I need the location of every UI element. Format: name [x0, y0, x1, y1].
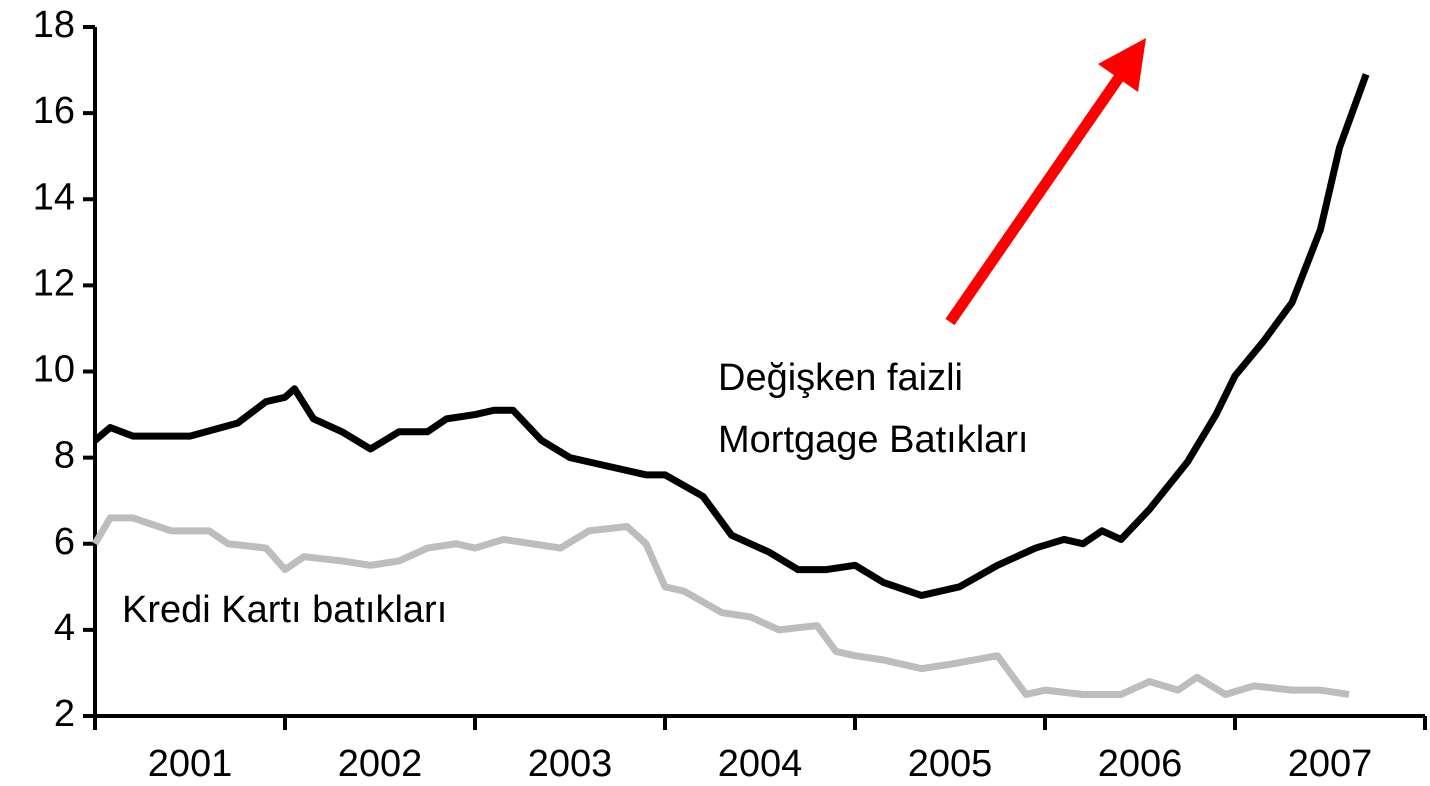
x-tick-label: 2002	[338, 743, 423, 785]
data-line	[92, 73, 1370, 599]
data-line	[91, 514, 1350, 698]
y-tick-label: 10	[33, 349, 75, 391]
x-tick-label: 2007	[1288, 743, 1373, 785]
arrow-head	[1098, 38, 1146, 92]
x-tick-label: 2005	[908, 743, 993, 785]
y-tick-label: 14	[33, 176, 75, 218]
x-tick-label: 2004	[718, 743, 803, 785]
x-tick-label: 2001	[148, 743, 233, 785]
y-tick-label: 18	[33, 4, 75, 46]
y-tick-label: 8	[54, 435, 75, 477]
arrow-shaft	[945, 72, 1125, 326]
x-tick-label: 2003	[528, 743, 613, 785]
y-tick-label: 6	[54, 521, 75, 563]
y-tick-label: 4	[54, 607, 75, 649]
y-tick-label: 2	[54, 693, 75, 735]
annotation: Mortgage Batıkları	[718, 419, 1028, 461]
y-tick-label: 16	[33, 90, 75, 132]
annotation: Değişken faizli	[718, 357, 963, 399]
x-tick-label: 2006	[1098, 743, 1183, 785]
annotation: Kredi Kartı batıkları	[122, 589, 447, 631]
y-tick-label: 12	[33, 262, 75, 304]
